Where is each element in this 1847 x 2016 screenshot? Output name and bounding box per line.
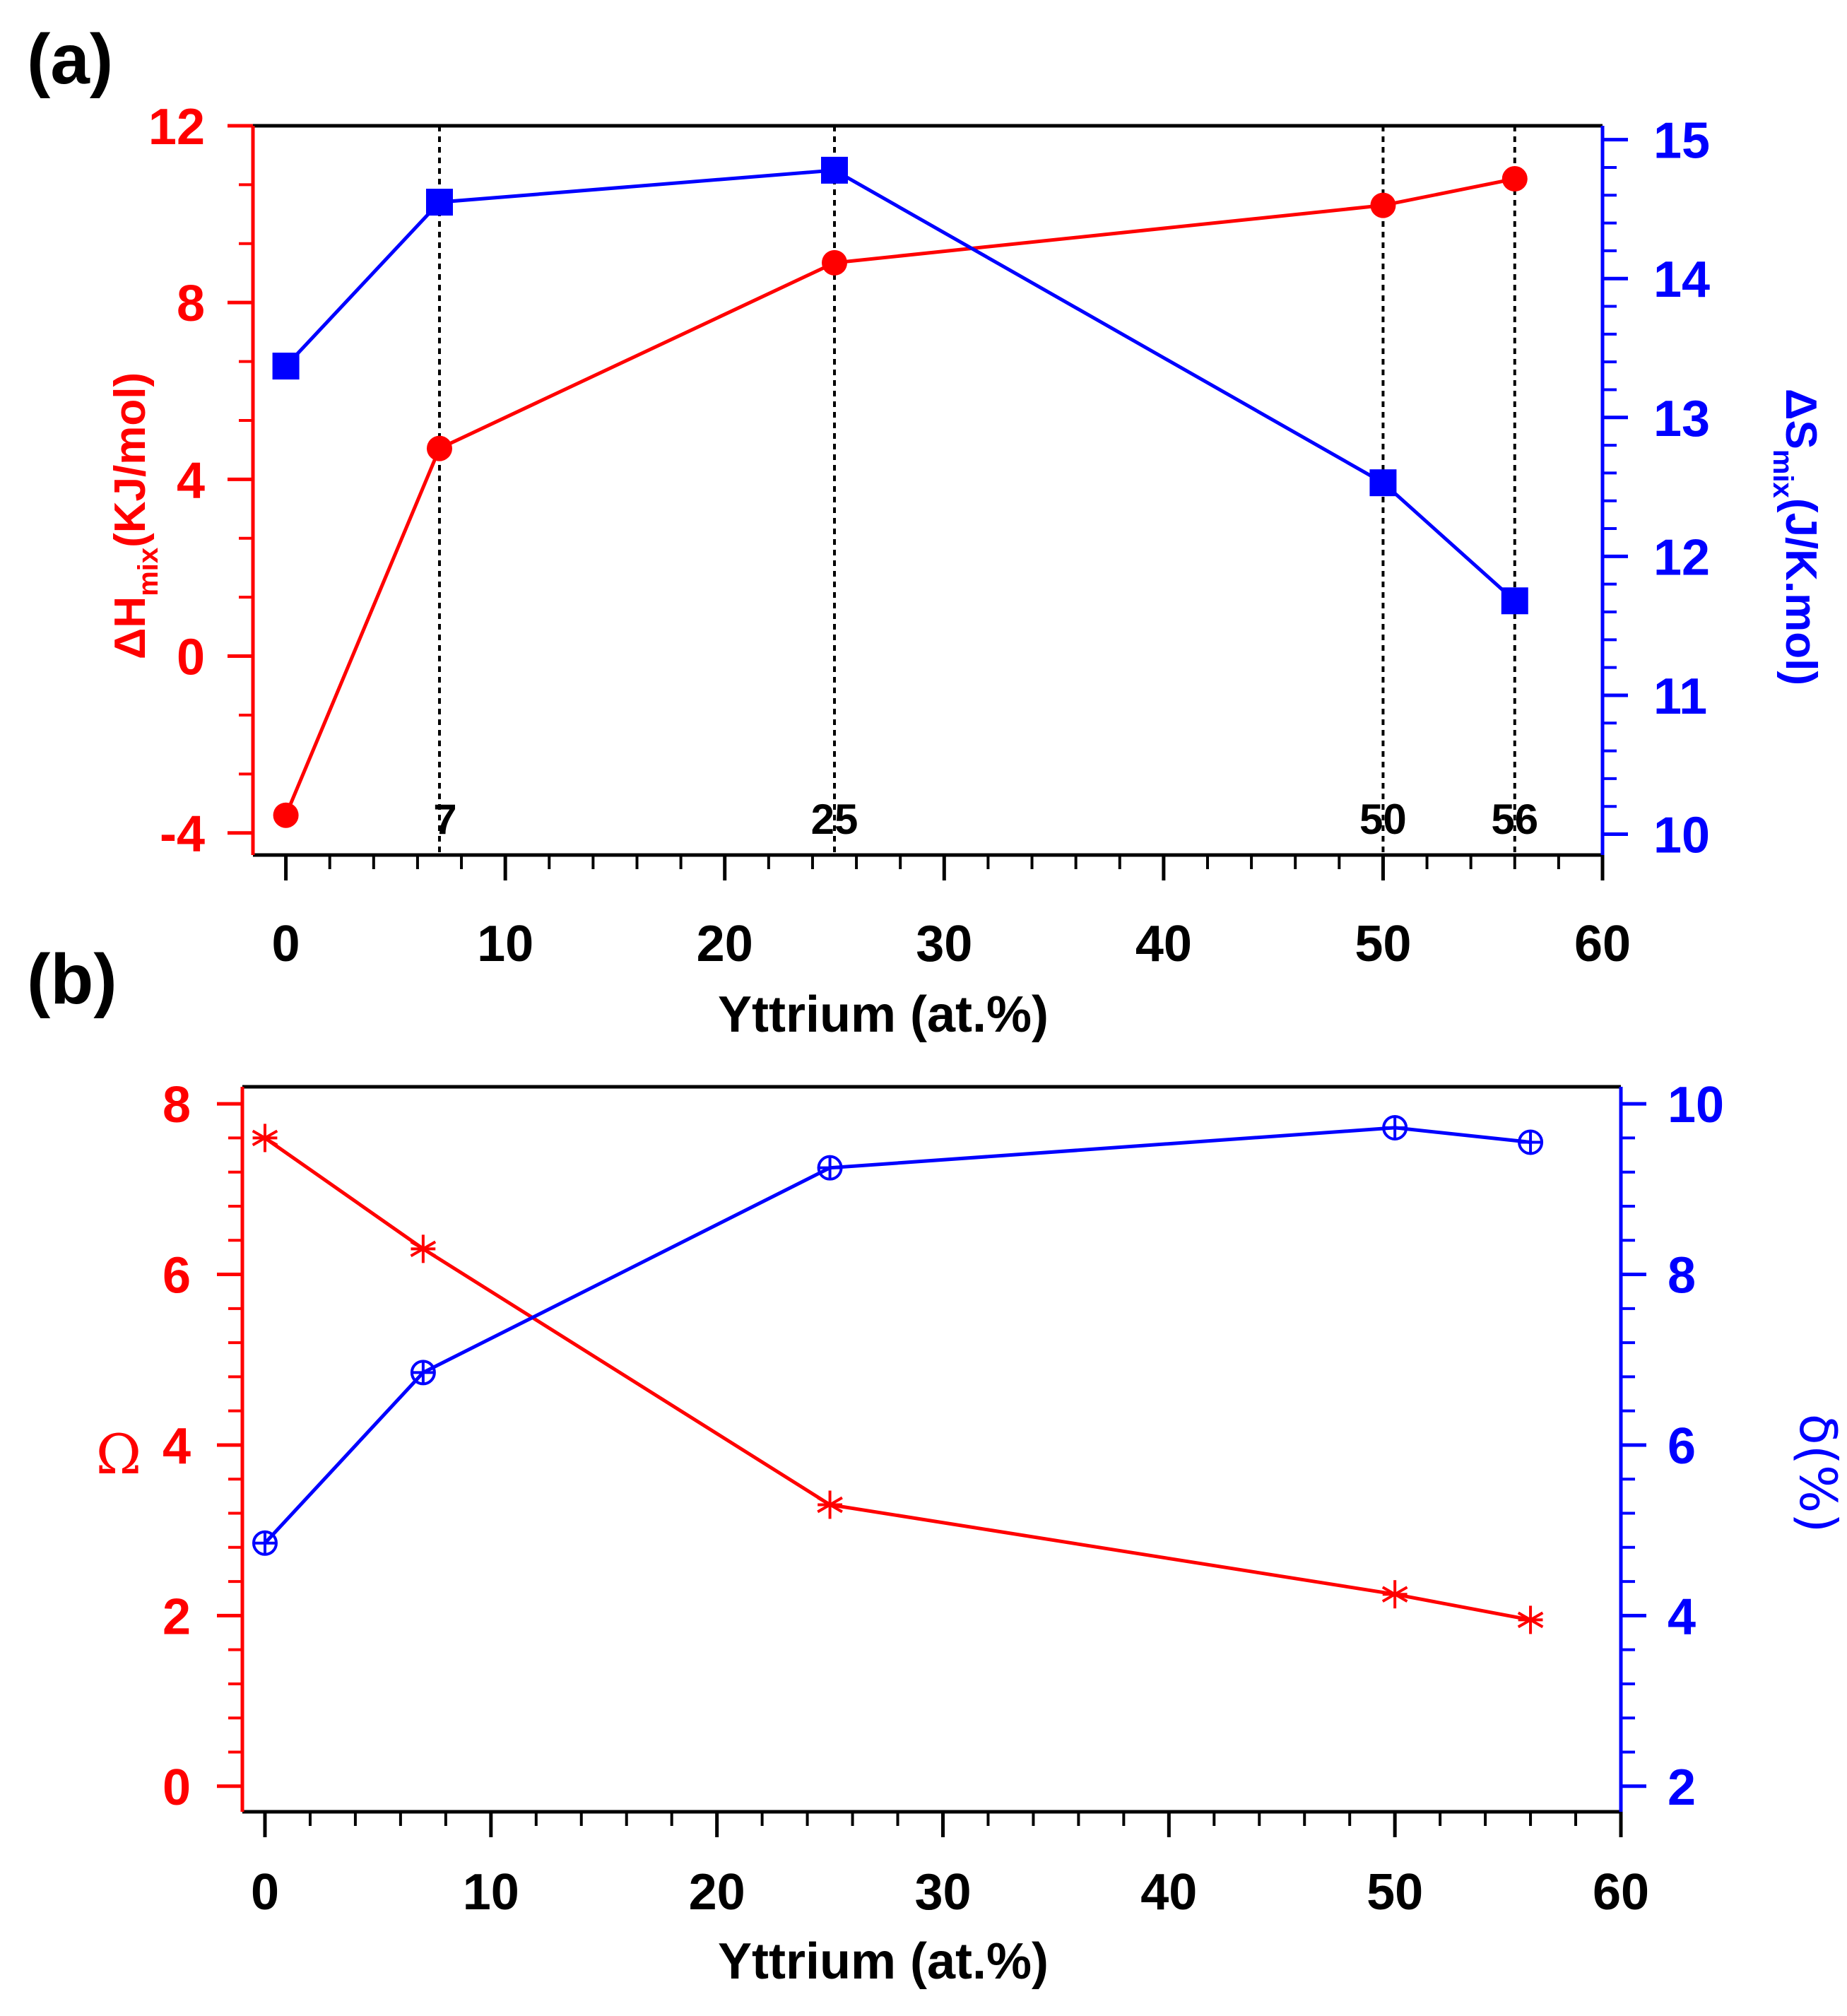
p1-left-y-tick-label-8: 8 xyxy=(163,1077,191,1133)
p1-right-y-tick-label-2: 2 xyxy=(1668,1759,1696,1816)
p1-left-y-tick-label-6: 6 xyxy=(163,1248,191,1304)
p0-point-right-56 xyxy=(1501,587,1528,615)
p1-right-y-tick-label-4: 4 xyxy=(1668,1588,1696,1645)
p0-point-left-56 xyxy=(1501,166,1528,192)
panel-a-right-axis-title: ΔSmix(J/K.mol) xyxy=(1767,389,1825,685)
p0-x-tick-label-0: 0 xyxy=(272,916,300,972)
p0-left-y-tick-label-0: 0 xyxy=(177,630,205,686)
panel-a-chart: (a) 7 25 50 56 0 10 20 30 40 50 60 -4 0 4 8 12 10 11 12 13 1… xyxy=(27,20,1825,1043)
dh-tail: (KJ/mol) xyxy=(106,372,155,548)
p1-x-tick-label-40: 40 xyxy=(1140,1864,1197,1921)
panel-b-right-axis-title: δ(%) xyxy=(1788,1414,1847,1533)
p1-point-right-7 xyxy=(410,1360,436,1386)
ds-main: ΔS xyxy=(1776,389,1825,449)
panel-a-left-axis-title: ΔHmix(KJ/mol) xyxy=(106,372,164,659)
p1-point-left-7 xyxy=(410,1234,437,1263)
p0-right-y-tick-label-11: 11 xyxy=(1653,668,1707,725)
p0-point-right-50 xyxy=(1369,469,1397,497)
panel-b-chart: (b) 0 10 20 30 40 50 60 0 2 4 6 8 2 4 6 8 10 Yttrium (at… xyxy=(27,940,1847,1990)
p1-x-tick-label-60: 60 xyxy=(1593,1864,1649,1921)
p1-point-left-56 xyxy=(1517,1605,1544,1634)
p1-point-right-56 xyxy=(1518,1129,1544,1155)
p1-point-right-50 xyxy=(1382,1114,1408,1140)
p0-right-y-tick-label-10: 10 xyxy=(1653,808,1710,864)
p1-right-y-tick-label-10: 10 xyxy=(1668,1077,1724,1133)
p1-x-tick-label-20: 20 xyxy=(689,1864,745,1921)
p0-right-y-tick-label-12: 12 xyxy=(1653,529,1710,586)
p1-point-right-0 xyxy=(252,1530,278,1556)
p1-point-left-0 xyxy=(252,1124,278,1153)
p1-right-y-tick-label-8: 8 xyxy=(1668,1248,1696,1304)
p1-left-y-tick-label-2: 2 xyxy=(163,1588,191,1645)
p0-x-tick-label-30: 30 xyxy=(916,916,972,972)
p0-reference-label-7: 7 xyxy=(433,796,456,843)
p0-x-tick-label-40: 40 xyxy=(1135,916,1192,972)
p0-right-y-tick-label-14: 14 xyxy=(1653,252,1710,308)
panel-a-label: (a) xyxy=(27,20,113,99)
p1-right-y-tick-label-6: 6 xyxy=(1668,1418,1696,1475)
p1-point-left-25 xyxy=(817,1490,843,1519)
dh-sub: mix xyxy=(133,548,164,596)
p0-point-right-0 xyxy=(272,353,300,380)
p0-reference-label-25: 25 xyxy=(811,796,858,843)
p0-point-left-25 xyxy=(822,249,848,276)
panel-b-left-axis-title: Ω xyxy=(96,1423,142,1487)
p0-left-y-tick-label-12: 12 xyxy=(148,99,205,155)
p1-left-y-tick-label-4: 4 xyxy=(163,1418,191,1475)
p0-x-tick-label-10: 10 xyxy=(477,916,533,972)
p1-x-tick-label-50: 50 xyxy=(1367,1864,1423,1921)
p0-x-tick-label-60: 60 xyxy=(1574,916,1631,972)
p0-right-y-tick-label-15: 15 xyxy=(1653,113,1710,170)
ds-tail: (J/K.mol) xyxy=(1776,498,1825,685)
dh-main: ΔH xyxy=(106,596,155,659)
p0-point-left-0 xyxy=(273,802,299,828)
p1-x-tick-label-10: 10 xyxy=(463,1864,519,1921)
p1-point-right-25 xyxy=(817,1155,843,1181)
p0-x-tick-label-50: 50 xyxy=(1355,916,1411,972)
panel-b-label: (b) xyxy=(27,940,117,1019)
p0-point-left-50 xyxy=(1370,192,1396,218)
p0-x-tick-label-20: 20 xyxy=(697,916,753,972)
p0-left-y-tick-label--4: -4 xyxy=(160,806,205,863)
p0-left-y-tick-label-4: 4 xyxy=(177,452,205,509)
p0-left-y-tick-label-8: 8 xyxy=(177,276,205,332)
ds-sub: mix xyxy=(1767,449,1798,498)
p1-x-tick-label-0: 0 xyxy=(251,1864,279,1921)
p0-point-right-7 xyxy=(425,189,453,216)
p1-left-y-tick-label-0: 0 xyxy=(163,1759,191,1816)
panel-b-x-axis-title: Yttrium (at.%) xyxy=(718,1933,1049,1990)
p0-reference-label-56: 56 xyxy=(1491,796,1538,843)
p0-point-right-25 xyxy=(821,156,849,184)
p1-point-left-50 xyxy=(1381,1580,1408,1609)
p0-reference-label-50: 50 xyxy=(1359,796,1407,843)
panel-a-x-axis-title: Yttrium (at.%) xyxy=(718,986,1049,1043)
p1-x-tick-label-30: 30 xyxy=(914,1864,971,1921)
p0-right-y-tick-label-13: 13 xyxy=(1653,391,1710,447)
p0-point-left-7 xyxy=(426,435,452,461)
